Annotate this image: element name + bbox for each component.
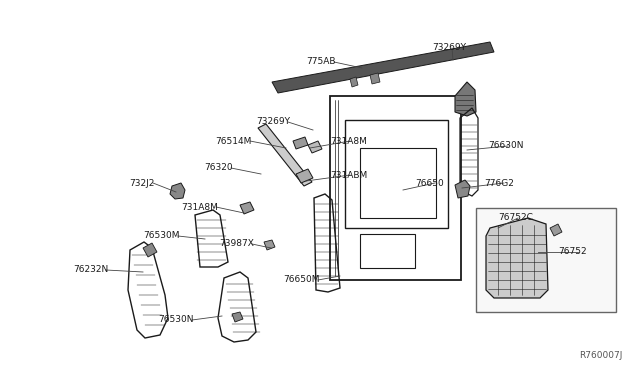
Polygon shape [550,224,562,236]
Text: 73269Y: 73269Y [256,118,290,126]
Polygon shape [296,169,313,183]
Polygon shape [486,218,548,298]
Text: 76514M: 76514M [216,137,252,145]
Text: 76630N: 76630N [488,141,524,151]
Polygon shape [143,243,157,257]
Polygon shape [370,73,380,84]
Polygon shape [455,180,470,198]
Text: 73987X: 73987X [219,240,254,248]
Text: 76752: 76752 [558,247,587,257]
Text: 775AB: 775AB [307,58,336,67]
Polygon shape [264,240,275,250]
Polygon shape [293,137,308,149]
Text: 76752C: 76752C [498,214,533,222]
Text: 76530N: 76530N [159,315,194,324]
Text: 731A8M: 731A8M [330,137,367,145]
Text: 732J2: 732J2 [130,179,155,187]
Text: 76650M: 76650M [284,276,320,285]
Polygon shape [240,202,254,214]
Polygon shape [455,82,476,116]
Bar [476,208,616,312]
Polygon shape [232,312,243,322]
Text: 73269Y: 73269Y [432,44,466,52]
Text: 76232N: 76232N [73,266,108,275]
Text: 76650: 76650 [415,179,444,187]
Polygon shape [272,42,494,93]
Text: 76320: 76320 [204,164,233,173]
Polygon shape [350,77,358,87]
Polygon shape [170,183,185,199]
Text: R760007J: R760007J [579,351,622,360]
Text: 76530M: 76530M [143,231,180,241]
Polygon shape [258,124,312,186]
Text: 731A8M: 731A8M [181,202,218,212]
Polygon shape [308,141,322,153]
Text: 776G2: 776G2 [484,179,514,187]
Text: 731ABM: 731ABM [330,170,367,180]
